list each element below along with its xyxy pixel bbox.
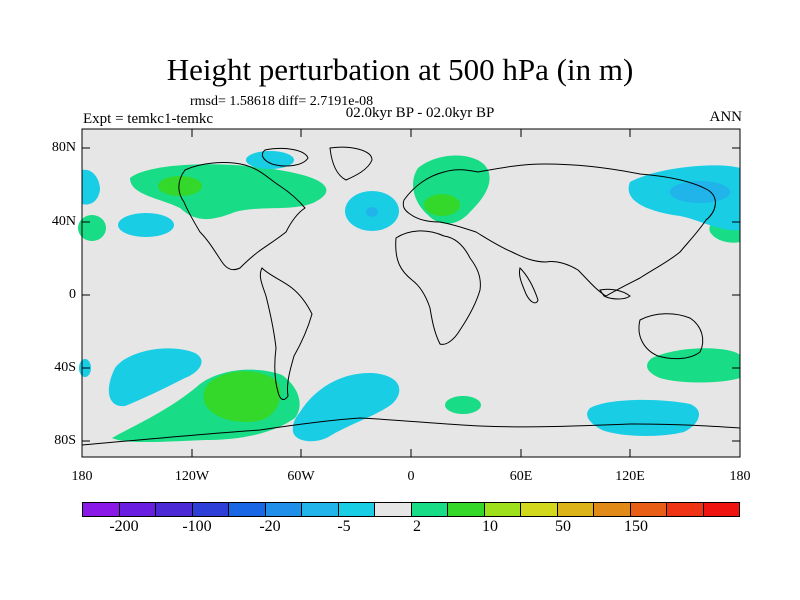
south-pacific-positive-core (203, 371, 281, 423)
negative-anomaly-layer (79, 151, 740, 442)
colorbar-label: -20 (259, 518, 281, 535)
colorbar-swatch (411, 503, 448, 516)
southern-indian-negative-region (587, 399, 699, 436)
lat-label-40n: 40N (51, 214, 76, 229)
australia-coast (638, 313, 704, 360)
north-america-coast (178, 162, 306, 271)
india-coast (519, 267, 539, 304)
africa-coast (395, 230, 481, 345)
lon-label-60w: 60W (287, 469, 315, 484)
axis-ticks (82, 129, 740, 457)
colorbar-swatch (594, 503, 631, 516)
stats-text: rmsd= 1.58618 diff= 2.7191e-08 (190, 94, 374, 109)
colorbar-label: 50 (555, 518, 571, 535)
colorbar-swatch (448, 503, 485, 516)
map-title: Height perturbation at 500 hPa (in m) (166, 52, 634, 87)
colorbar-label: -100 (182, 518, 212, 535)
colorbar-swatch (703, 503, 739, 516)
lon-label-120e: 120E (615, 469, 645, 484)
positive-anomaly-layer (78, 155, 740, 442)
colorbar-label: -200 (109, 518, 139, 535)
lon-label-0: 0 (407, 469, 415, 484)
indonesia-coast (599, 288, 631, 300)
south-atlantic-negative-region (292, 372, 400, 442)
coastlines (81, 146, 741, 446)
colorbar-swatch (156, 503, 193, 516)
colorbar-swatch (229, 503, 266, 516)
colorbar-swatch (557, 503, 594, 516)
greenland-coast (329, 146, 373, 181)
colorbar-label: -5 (337, 518, 351, 535)
north-pacific-east-negative-region (118, 213, 174, 237)
season-label: ANN (709, 109, 743, 125)
southeast-pacific-negative-region (108, 348, 202, 407)
north-atlantic-negative-core (366, 207, 378, 217)
europe-positive-core (424, 194, 460, 216)
colorbar-swatch (265, 503, 302, 516)
colorbar-label: 10 (482, 518, 498, 535)
colorbar-swatch (192, 503, 229, 516)
west-edge-negative-region (82, 169, 100, 205)
colorbar-swatch (521, 503, 558, 516)
alaska-positive-core (158, 176, 202, 196)
lat-label-40s: 40S (54, 360, 76, 375)
colorbar-swatch (338, 503, 375, 516)
period-text: 02.0kyr BP - 02.0kyr BP (345, 105, 495, 121)
arctic-canada-negative-region (246, 151, 294, 169)
colorbar-label: 2 (413, 518, 421, 535)
lat-label-80s: 80S (54, 433, 76, 448)
experiment-label: Expt = temkc1-temkc (83, 111, 214, 127)
australia-positive-region (647, 348, 740, 383)
south-america-coast (259, 267, 313, 400)
colorbar-swatch (484, 503, 521, 516)
colorbar-label: 150 (624, 518, 648, 535)
lon-label-120w: 120W (174, 469, 210, 484)
antarctica-coast (81, 417, 741, 446)
lat-label-80n: 80N (51, 140, 76, 155)
colorbar-swatch (119, 503, 156, 516)
colorbar (82, 502, 740, 517)
colorbar-swatch (630, 503, 667, 516)
lon-label-180w: 180 (71, 469, 93, 484)
lon-label-180e: 180 (729, 469, 751, 484)
siberia-negative-core (670, 181, 730, 203)
south-atlantic-positive-region (445, 396, 481, 414)
arctic-islands-coast (261, 147, 309, 167)
lon-label-60e: 60E (509, 469, 533, 484)
colorbar-swatch (83, 503, 120, 516)
colorbar-swatch (302, 503, 339, 516)
eurasia-coast (402, 163, 716, 297)
lat-label-0: 0 (69, 287, 76, 302)
colorbar-swatch (375, 503, 412, 516)
colorbar-swatch (667, 503, 704, 516)
